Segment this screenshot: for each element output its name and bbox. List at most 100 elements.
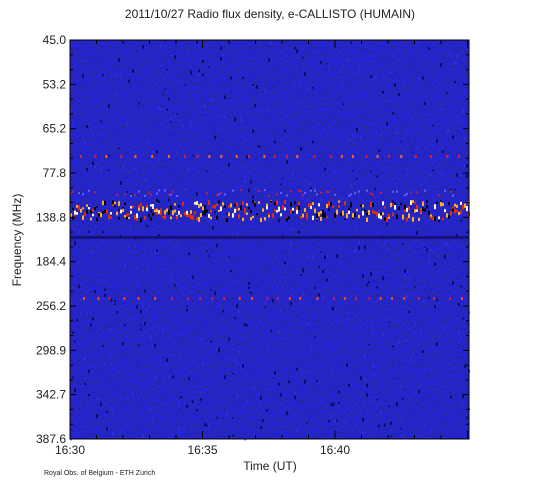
texture-dash (294, 390, 296, 395)
texture-dash (144, 322, 146, 326)
texture-dash (196, 41, 198, 44)
texture-dash (464, 136, 466, 141)
emission-band (176, 194, 178, 197)
y-tick-label: 65.2 (43, 122, 67, 136)
y-tick-label: 387.6 (36, 432, 66, 446)
texture-dash (146, 224, 148, 228)
emission-band (110, 216, 112, 219)
emission-band (378, 213, 380, 219)
texture-dash (100, 168, 102, 173)
texture-dash (166, 358, 168, 363)
texture-dash (326, 278, 328, 282)
y-tick-label: 138.8 (36, 210, 66, 224)
texture-dash (380, 133, 382, 137)
texture-dash (70, 108, 72, 113)
texture-dash (328, 207, 330, 212)
texture-dash (438, 218, 440, 223)
texture-dash (116, 310, 118, 314)
emission-band (242, 217, 244, 222)
texture-dash (108, 104, 110, 108)
emission-band (236, 202, 238, 207)
emission-band (266, 205, 268, 210)
texture-dash (456, 173, 458, 177)
emission-band (382, 212, 384, 216)
texture-dash (434, 304, 436, 308)
texture-dash (162, 93, 164, 96)
emission-band (304, 208, 306, 212)
texture-dash (432, 169, 434, 172)
texture-dash (138, 102, 140, 105)
rfi-dot (208, 155, 211, 158)
texture-dash (188, 377, 190, 380)
emission-band (134, 215, 136, 220)
texture-dash (368, 344, 370, 346)
texture-dash (300, 147, 302, 152)
emission-band (438, 216, 440, 220)
emission-band (246, 203, 248, 207)
texture-dash (404, 268, 406, 273)
emission-band (138, 190, 140, 193)
texture-dash (188, 252, 190, 256)
texture-dash (344, 218, 346, 221)
texture-dash (432, 144, 434, 147)
emission-band (458, 211, 460, 216)
emission-band (170, 216, 172, 220)
texture-dash (342, 83, 344, 86)
texture-dash (214, 210, 216, 214)
texture-dash (216, 244, 218, 248)
texture-dash (320, 198, 322, 202)
plot-frame (69, 39, 470, 440)
emission-band (104, 200, 106, 206)
texture-dash (198, 69, 200, 73)
texture-dash (314, 286, 316, 289)
texture-dash (332, 306, 334, 311)
texture-dash (146, 309, 148, 313)
emission-band (216, 215, 218, 220)
texture-dash (162, 375, 164, 378)
texture-dash (200, 390, 202, 394)
texture-dash (370, 272, 372, 276)
texture-dash (340, 198, 342, 202)
texture-dash (306, 422, 308, 424)
texture-dash (398, 339, 400, 343)
emission-band (444, 189, 446, 192)
emission-band (320, 191, 322, 194)
emission-band (412, 200, 414, 203)
texture-dash (204, 214, 206, 217)
texture-dash (224, 375, 226, 380)
emission-band (404, 208, 406, 213)
emission-band (204, 210, 206, 215)
texture-dash (268, 58, 270, 62)
emission-band (364, 209, 366, 213)
texture-dash (322, 270, 324, 274)
emission-band (164, 210, 166, 215)
texture-dash (218, 350, 220, 353)
emission-band (286, 217, 288, 222)
rfi-dot (123, 297, 126, 300)
emission-band (174, 209, 176, 213)
texture-dash (386, 122, 388, 126)
texture-dash (324, 255, 326, 260)
emission-band (94, 207, 96, 211)
texture-dash (336, 254, 338, 258)
emission-band (374, 211, 376, 214)
emission-band (452, 194, 454, 197)
texture-dash (436, 298, 438, 302)
rfi-dot (343, 297, 346, 300)
texture-dash (276, 286, 278, 288)
emission-band (144, 194, 146, 197)
rfi-dot (430, 155, 433, 158)
texture-dash (352, 133, 354, 138)
emission-band (348, 194, 350, 197)
emission-band (306, 215, 308, 220)
emission-band (120, 209, 122, 214)
texture-dash (464, 185, 466, 187)
spectrogram-noise (70, 40, 469, 439)
emission-band (124, 193, 126, 196)
emission-band (160, 210, 162, 216)
emission-band (448, 215, 450, 219)
emission-band (384, 206, 386, 209)
emission-band (164, 189, 166, 192)
emission-band (276, 210, 278, 213)
texture-dash (392, 345, 394, 348)
